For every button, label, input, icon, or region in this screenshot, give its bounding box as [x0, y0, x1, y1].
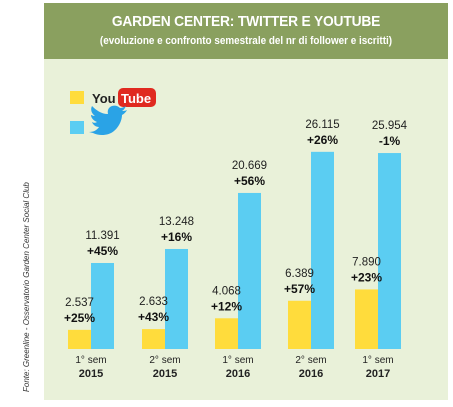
twitter-bar: [311, 151, 334, 349]
youtube-bar: [142, 329, 165, 349]
x-tick-label-year: 2015: [79, 368, 103, 380]
x-tick-label-period: 1° sem: [362, 355, 393, 366]
chart-title: GARDEN CENTER: TWITTER E YOUTUBE: [111, 13, 381, 30]
youtube-change-label: +12%: [211, 299, 242, 313]
twitter-value-label: 11.391: [85, 230, 119, 242]
youtube-change-label: +23%: [351, 270, 382, 284]
twitter-bar: [378, 153, 401, 349]
twitter-bar: [165, 248, 188, 349]
x-tick-label-period: 2° sem: [295, 355, 326, 366]
twitter-bar: [91, 262, 114, 349]
youtube-value-label: 2.537: [65, 297, 94, 309]
twitter-bar: [238, 192, 261, 349]
twitter-value-label: 13.248: [159, 216, 194, 228]
twitter-change-label: +16%: [161, 230, 192, 244]
x-tick-label-period: 1° sem: [75, 355, 106, 366]
x-tick-label-period: 2° sem: [149, 355, 180, 366]
youtube-logo-tube: Tube: [121, 91, 151, 106]
x-tick-label-period: 1° sem: [222, 355, 253, 366]
youtube-value-label: 6.389: [285, 268, 314, 280]
youtube-bar: [215, 318, 238, 349]
twitter-bird-icon: [89, 105, 127, 136]
youtube-bar: [355, 289, 378, 349]
x-tick-label-year: 2015: [153, 368, 177, 380]
youtube-logo: [118, 88, 156, 107]
legend-twitter-swatch: [70, 121, 84, 134]
twitter-change-label: +45%: [87, 244, 118, 258]
twitter-value-label: 25.954: [372, 120, 408, 132]
youtube-value-label: 4.068: [212, 285, 241, 297]
chart-header: GARDEN CENTER: TWITTER E YOUTUBE (evoluz…: [44, 3, 448, 59]
chart-subtitle: (evoluzione e confronto semestrale del n…: [99, 35, 393, 47]
legend-youtube-swatch: [70, 91, 84, 104]
youtube-value-label: 2.633: [139, 296, 168, 308]
youtube-bar: [288, 300, 311, 349]
twitter-change-label: -1%: [379, 134, 401, 148]
twitter-change-label: +26%: [307, 133, 338, 147]
x-tick-label-year: 2016: [226, 368, 250, 380]
twitter-value-label: 26.115: [305, 119, 339, 131]
x-tick-label-year: 2016: [299, 368, 323, 380]
youtube-value-label: 7.890: [352, 256, 381, 268]
youtube-logo-you: You: [92, 91, 116, 106]
x-tick-label-year: 2017: [366, 368, 390, 380]
youtube-change-label: +43%: [138, 310, 169, 324]
youtube-bar: [68, 329, 91, 349]
twitter-change-label: +56%: [234, 174, 265, 188]
twitter-value-label: 20.669: [232, 160, 267, 172]
youtube-change-label: +57%: [284, 282, 315, 296]
youtube-change-label: +25%: [64, 311, 95, 325]
